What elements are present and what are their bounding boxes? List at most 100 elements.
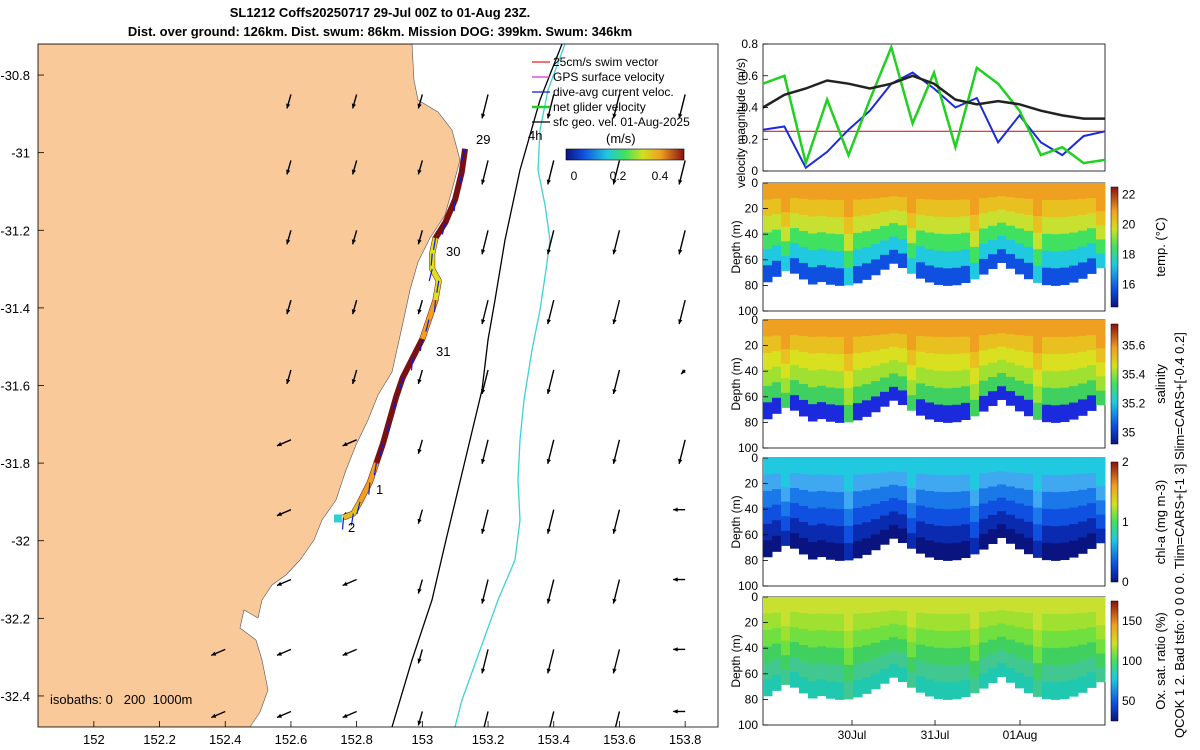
profile-y-tick-label: 80 (745, 415, 759, 429)
profile-cell (772, 351, 782, 368)
profile-cell (808, 681, 818, 699)
profile-cell (772, 535, 782, 552)
profile-cell (1078, 399, 1088, 416)
profile-cell (970, 214, 980, 232)
profile-cell (934, 336, 944, 355)
profile-cell (1060, 233, 1070, 252)
profile-cell (799, 473, 809, 491)
profile-cell (853, 646, 863, 665)
profile-cell (808, 267, 818, 285)
profile-cell (817, 490, 827, 508)
profile-cell (1015, 320, 1025, 336)
profile-cell (925, 629, 935, 647)
profile-cell (781, 640, 791, 656)
profile-cell (1096, 639, 1106, 655)
profile-cell (763, 232, 773, 250)
profile-y-tick-label: 100 (738, 304, 758, 318)
profile-cell (997, 235, 1007, 250)
profile-cell (925, 523, 935, 541)
dive-avg-current-vector (419, 338, 423, 352)
profile-cell (781, 378, 791, 394)
profile-cell (853, 199, 863, 217)
geo-velocity-arrow (351, 94, 358, 109)
profile-cell (808, 542, 818, 560)
profile-cell (1060, 267, 1070, 286)
profile-cell (961, 183, 971, 201)
map-x-tick-label: 153.6 (603, 732, 636, 747)
profile-cell (1015, 612, 1025, 628)
profile-cell (1087, 198, 1097, 214)
profile-y-tick-label: 40 (745, 227, 759, 241)
profile-cell (880, 611, 890, 627)
profile-cell (997, 333, 1007, 347)
profile-cell (790, 657, 800, 673)
profile-cell (853, 663, 863, 681)
profile-cell (997, 649, 1007, 664)
profile-cell (844, 613, 854, 632)
profile-cell (799, 367, 809, 385)
profile-cell (907, 473, 917, 489)
profile-cell (1069, 613, 1079, 631)
profile-cell (952, 370, 962, 389)
profile-cell (943, 388, 953, 406)
profile-cell (772, 260, 782, 277)
profile-cell (1033, 216, 1043, 234)
profile-cell (988, 334, 998, 349)
profile-cell (1042, 336, 1052, 355)
geo-velocity-arrow (481, 299, 489, 325)
profile-cell (781, 516, 791, 532)
profile-cell (880, 391, 890, 407)
profile-cell (889, 663, 899, 678)
profile-cell (1006, 529, 1016, 544)
profile-cell (1096, 486, 1106, 501)
profile-cell (835, 526, 845, 544)
colorbar-tick-label: 18 (1122, 248, 1136, 262)
profile-cell (844, 458, 854, 476)
profile-cell (943, 183, 953, 201)
geo-velocity-arrow (612, 439, 621, 464)
profile-cell (1015, 350, 1025, 366)
profile-cell (853, 541, 863, 559)
profile-cell (1069, 232, 1079, 250)
profile-cell (898, 653, 908, 668)
profile-cell (1096, 514, 1106, 530)
profile-cell (979, 258, 989, 275)
profile-cell (1042, 597, 1052, 615)
profile-cell (862, 247, 872, 264)
profile-cell (763, 523, 773, 541)
profile-cell (772, 397, 782, 414)
profile-cell (934, 681, 944, 699)
profile-cell (799, 489, 809, 507)
map-y-tick-label: -31 (11, 146, 30, 161)
profile-cell (943, 648, 953, 666)
profile-cell (997, 346, 1007, 361)
profile-cell (799, 521, 809, 539)
profile-cell (898, 597, 908, 612)
profile-cell (1096, 390, 1106, 406)
profile-cell (1078, 246, 1088, 263)
profile-cell (1069, 336, 1079, 354)
profile-cell (862, 199, 872, 216)
profile-cell (1069, 402, 1079, 420)
profile-cell (781, 241, 791, 257)
profile-cell (916, 521, 926, 538)
profile-cell (1069, 630, 1079, 648)
profile-cell (1006, 653, 1016, 669)
profile-cell (1024, 335, 1034, 353)
profile-cell (1033, 646, 1043, 664)
profile-cell (871, 458, 881, 474)
dive-avg-current-vector (433, 300, 437, 313)
profile-cell (1015, 335, 1025, 351)
profile-cell (772, 520, 782, 537)
profile-cell (970, 246, 980, 264)
profile-cell (880, 654, 890, 670)
profile-cell (907, 183, 917, 199)
profile-cell (844, 404, 854, 423)
profile-cell (808, 250, 818, 268)
profile-cell (1096, 376, 1106, 392)
profile-cell (997, 610, 1007, 624)
profile-cell (871, 612, 881, 629)
colorbar-tick-label: 1 (1122, 515, 1129, 529)
profile-cell (898, 253, 908, 269)
profile-cell (889, 249, 899, 264)
